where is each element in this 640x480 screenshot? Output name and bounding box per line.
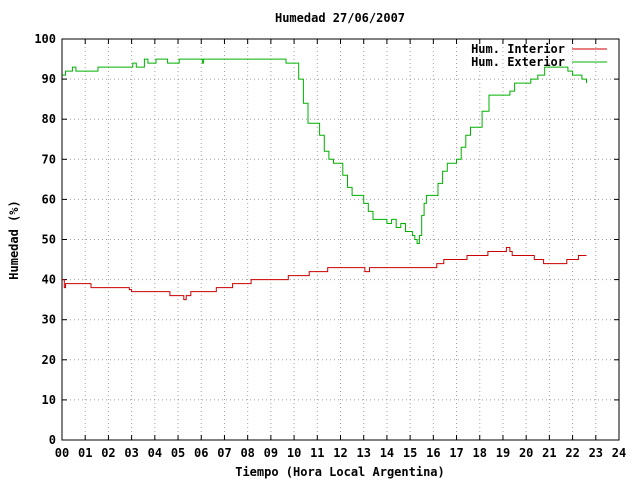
chart-title: Humedad 27/06/2007	[275, 11, 405, 25]
x-tick-label: 06	[194, 446, 208, 460]
y-tick-label: 0	[49, 433, 56, 447]
x-tick-label: 03	[124, 446, 138, 460]
x-tick-label: 02	[101, 446, 115, 460]
y-axis-ticks: 0 10 20 30 40 50 60 70 80 90 100	[34, 32, 619, 447]
x-tick-label: 12	[333, 446, 347, 460]
y-tick-label: 20	[42, 353, 56, 367]
x-tick-label: 19	[496, 446, 510, 460]
x-tick-label: 07	[217, 446, 231, 460]
x-tick-label: 08	[240, 446, 254, 460]
x-axis-title: Tiempo (Hora Local Argentina)	[235, 465, 445, 479]
x-tick-label: 14	[380, 446, 394, 460]
series-line-interior	[62, 247, 587, 301]
x-tick-label: 05	[171, 446, 185, 460]
y-tick-label: 70	[42, 152, 56, 166]
y-tick-label: 80	[42, 112, 56, 126]
y-tick-label: 10	[42, 393, 56, 407]
x-tick-label: 24	[612, 446, 626, 460]
x-tick-label: 04	[148, 446, 162, 460]
legend-label: Hum. Exterior	[471, 55, 565, 69]
y-tick-label: 30	[42, 313, 56, 327]
series-line-exterior	[62, 58, 587, 244]
x-tick-label: 11	[310, 446, 324, 460]
x-tick-label: 17	[449, 446, 463, 460]
x-tick-label: 09	[264, 446, 278, 460]
y-tick-label: 60	[42, 192, 56, 206]
y-tick-label: 40	[42, 273, 56, 287]
grid-lines	[62, 39, 619, 440]
x-tick-label: 21	[542, 446, 556, 460]
y-tick-label: 50	[42, 233, 56, 247]
series-lines	[62, 58, 587, 301]
x-tick-label: 22	[565, 446, 579, 460]
x-tick-label: 18	[473, 446, 487, 460]
y-tick-label: 100	[34, 32, 56, 46]
x-tick-label: 15	[403, 446, 417, 460]
x-tick-label: 16	[426, 446, 440, 460]
x-axis-ticks: 00 01 02 03 04 05 06 07 08 09 10 11 12 13 14 15 16 17 18 19…	[55, 39, 626, 460]
x-tick-label: 23	[589, 446, 603, 460]
plot-area-border	[61, 38, 620, 441]
legend-label: Hum. Interior	[471, 42, 565, 56]
x-tick-label: 00	[55, 446, 69, 460]
x-tick-label: 01	[78, 446, 92, 460]
y-tick-label: 90	[42, 72, 56, 86]
x-tick-label: 13	[356, 446, 370, 460]
x-tick-label: 20	[519, 446, 533, 460]
x-tick-label: 10	[287, 446, 301, 460]
y-axis-title: Humedad (%)	[7, 200, 21, 279]
